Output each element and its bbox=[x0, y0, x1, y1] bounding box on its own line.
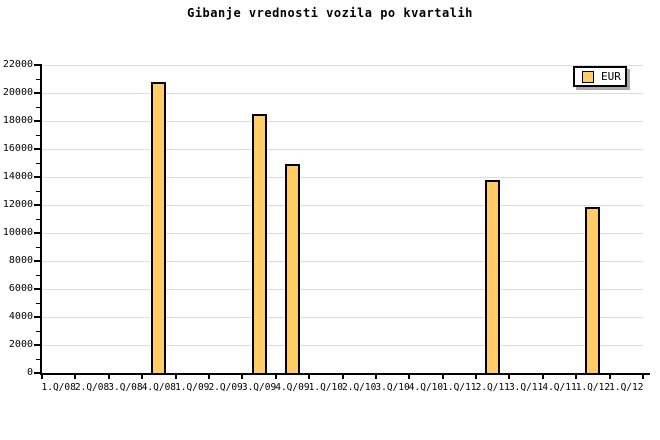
bar-4.Q/09 bbox=[285, 164, 300, 373]
x-axis-tick bbox=[342, 375, 344, 379]
h-gridline bbox=[42, 261, 643, 262]
y-axis-minor-tick bbox=[36, 219, 40, 220]
h-gridline bbox=[42, 289, 643, 290]
y-axis-minor-tick bbox=[36, 275, 40, 276]
y-tick-label: 10000 bbox=[2, 227, 33, 238]
x-axis-tick bbox=[642, 375, 644, 379]
y-axis-minor-tick bbox=[36, 107, 40, 108]
x-axis-tick bbox=[308, 375, 310, 379]
y-axis-minor-tick bbox=[36, 247, 40, 248]
y-axis-line bbox=[40, 64, 42, 375]
h-gridline bbox=[42, 149, 643, 150]
bar-3.Q/09 bbox=[252, 114, 267, 373]
y-axis-major-tick bbox=[34, 176, 40, 178]
x-axis-tick bbox=[175, 375, 177, 379]
y-axis-major-tick bbox=[34, 316, 40, 318]
y-axis-major-tick bbox=[34, 260, 40, 262]
y-axis-major-tick bbox=[34, 148, 40, 150]
legend-swatch-eur bbox=[582, 70, 594, 83]
x-tick-label: 1.Q/09 bbox=[175, 382, 210, 393]
y-axis-minor-tick bbox=[36, 303, 40, 304]
x-axis-tick bbox=[442, 375, 444, 379]
h-gridline bbox=[42, 345, 643, 346]
y-axis-major-tick bbox=[34, 232, 40, 234]
x-tick-label: 4.Q/08 bbox=[141, 382, 177, 393]
x-axis-tick bbox=[275, 375, 277, 379]
x-axis-line bbox=[40, 373, 650, 375]
y-axis-minor-tick bbox=[36, 79, 40, 80]
y-axis-major-tick bbox=[34, 64, 40, 66]
h-gridline bbox=[42, 317, 643, 318]
x-axis-tick bbox=[208, 375, 210, 379]
y-axis-major-tick bbox=[34, 204, 40, 206]
x-tick-label: 2.Q/09 bbox=[208, 382, 243, 393]
x-tick-label: 4.Q/11 bbox=[542, 382, 577, 393]
x-tick-label: 3.Q/11 bbox=[508, 382, 544, 393]
x-axis-tick bbox=[475, 375, 477, 379]
bar-2.Q/11 bbox=[485, 180, 500, 373]
y-axis-major-tick bbox=[34, 92, 40, 94]
y-tick-label: 0 bbox=[26, 367, 33, 378]
x-tick-label: 1.Q/12 bbox=[609, 382, 644, 393]
y-axis-minor-tick bbox=[36, 359, 40, 360]
x-axis-tick bbox=[542, 375, 544, 379]
h-gridline bbox=[42, 177, 643, 178]
y-axis-minor-tick bbox=[36, 135, 40, 136]
y-tick-label: 12000 bbox=[2, 199, 33, 210]
y-tick-label: 4000 bbox=[8, 311, 33, 322]
x-tick-label: 4.Q/09 bbox=[275, 382, 310, 393]
x-axis-tick bbox=[74, 375, 76, 379]
legend-label-eur: EUR bbox=[601, 69, 621, 83]
h-gridline bbox=[42, 233, 643, 234]
x-axis-tick bbox=[508, 375, 510, 379]
x-axis-tick bbox=[141, 375, 143, 379]
x-tick-label: 2.Q/08 bbox=[74, 382, 110, 393]
y-tick-label: 16000 bbox=[2, 143, 33, 154]
h-gridline bbox=[42, 121, 643, 122]
x-axis-tick bbox=[575, 375, 577, 379]
y-tick-label: 14000 bbox=[2, 171, 33, 182]
x-tick-label: 1.Q/12 bbox=[575, 382, 611, 393]
x-tick-label: 1.Q/08 bbox=[41, 382, 76, 393]
y-axis-minor-tick bbox=[36, 163, 40, 164]
y-tick-label: 6000 bbox=[8, 283, 33, 294]
y-axis-minor-tick bbox=[36, 331, 40, 332]
y-axis-major-tick bbox=[34, 372, 40, 374]
x-axis-tick bbox=[41, 375, 43, 379]
y-axis-major-tick bbox=[34, 120, 40, 122]
y-tick-label: 20000 bbox=[2, 87, 33, 98]
x-axis-tick bbox=[408, 375, 410, 379]
x-tick-label: 3.Q/10 bbox=[375, 382, 410, 393]
chart-title: Gibanje vrednosti vozila po kvartalih bbox=[187, 6, 473, 20]
h-gridline bbox=[42, 93, 643, 94]
h-gridline bbox=[42, 65, 643, 66]
x-axis-tick bbox=[609, 375, 611, 379]
x-tick-label: 2.Q/10 bbox=[342, 382, 377, 393]
x-tick-label: 3.Q/08 bbox=[108, 382, 143, 393]
bar-1.Q/12 bbox=[585, 207, 600, 373]
x-tick-label: 4.Q/10 bbox=[408, 382, 444, 393]
y-axis-minor-tick bbox=[36, 191, 40, 192]
y-axis-major-tick bbox=[34, 288, 40, 290]
bar-4.Q/08 bbox=[151, 82, 166, 373]
y-tick-label: 18000 bbox=[2, 115, 33, 126]
x-axis-tick bbox=[108, 375, 110, 379]
x-tick-label: 2.Q/11 bbox=[475, 382, 510, 393]
y-tick-label: 8000 bbox=[8, 255, 33, 266]
x-tick-label: 1.Q/10 bbox=[308, 382, 343, 393]
y-axis-major-tick bbox=[34, 344, 40, 346]
y-tick-label: 22000 bbox=[2, 59, 33, 70]
y-tick-label: 2000 bbox=[8, 339, 33, 350]
x-axis-tick bbox=[375, 375, 377, 379]
x-tick-label: 1.Q/11 bbox=[442, 382, 477, 393]
legend-box: EUR bbox=[573, 66, 627, 87]
h-gridline bbox=[42, 205, 643, 206]
x-axis-tick bbox=[241, 375, 243, 379]
x-tick-label: 3.Q/09 bbox=[241, 382, 277, 393]
